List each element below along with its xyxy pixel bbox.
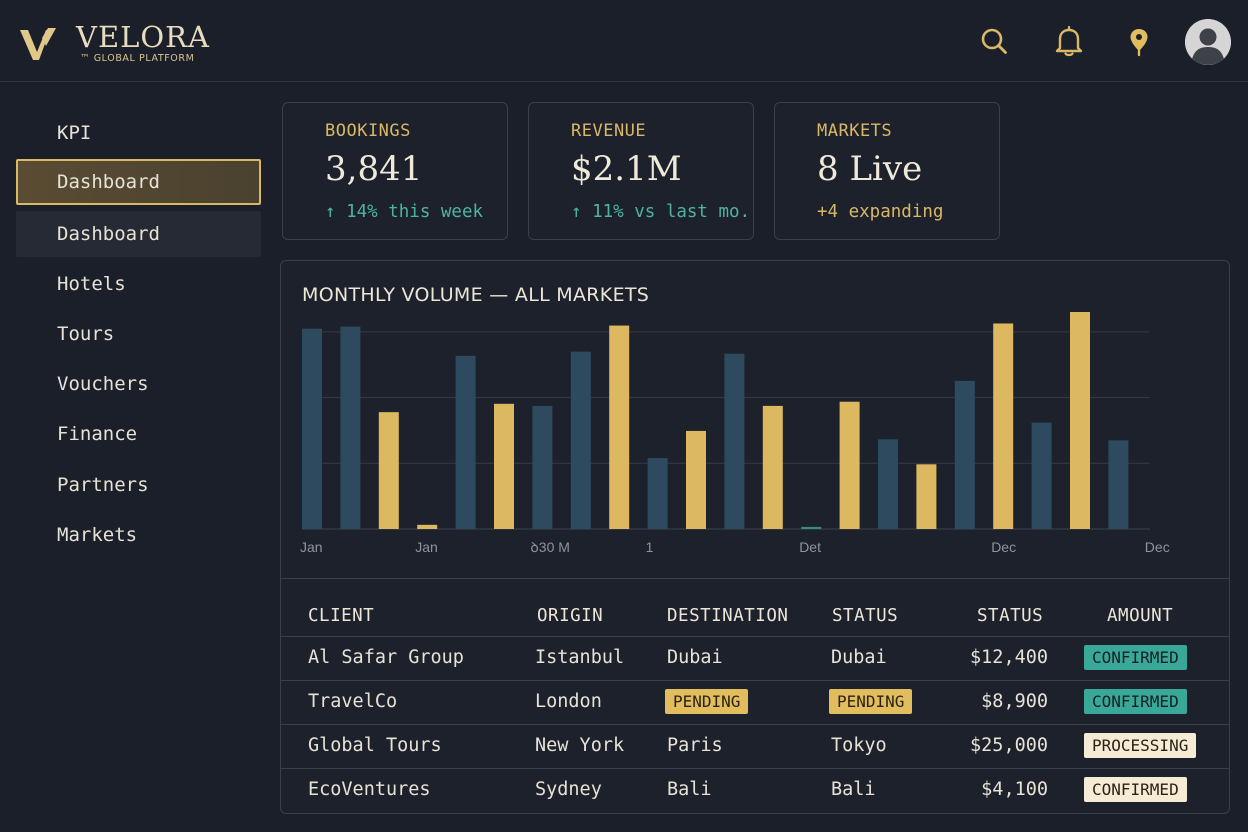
cell-origin: New York [535,735,625,756]
kpi-delta: +4 expanding [817,202,944,222]
cell-destination: Paris [667,735,723,756]
cell-client: TravelCo [308,691,398,712]
chart-bar[interactable] [993,323,1014,529]
status-badge[interactable]: PROCESSING [1084,733,1197,758]
search-icon[interactable] [977,24,1011,58]
x-tick-label: 1 [646,539,654,555]
chart-bar[interactable] [532,405,553,529]
cell-amount: $12,400 [970,647,1048,668]
sidebar-section-kpi: KPI [57,122,92,144]
column-header-origin[interactable]: ORIGIN [537,606,604,626]
cell-status[interactable]: PENDING [829,689,913,714]
kpi-value: 8 Live [817,149,923,189]
sidebar-item-vouchers[interactable]: Vouchers [57,373,149,395]
chart-title: MONTHLY VOLUME — ALL MARKETS [302,284,650,306]
monthly-volume-chart: Jan Jan ꝺ30 M 1 Det Dec Dec [300,312,1170,555]
cell-origin: Sydney [535,779,602,800]
kpi-label: BOOKINGS [325,121,411,141]
column-header-amount[interactable]: AMOUNT [1107,606,1174,626]
kpi-card-markets[interactable]: MARKETS 8 Live +4 expanding [774,102,1000,240]
avatar[interactable] [1185,19,1231,65]
x-tick-label: Det [799,539,821,555]
chart-bar[interactable] [1070,312,1090,529]
row-divider [281,680,1229,681]
chart-bar[interactable] [455,355,476,529]
cell-amount: $4,100 [981,779,1048,800]
cell-destination: Dubai [667,647,723,668]
row-divider [281,636,1229,637]
kpi-label: MARKETS [817,121,893,141]
x-tick-label: Jan [300,539,323,555]
chart-bar[interactable] [340,326,361,529]
cell-client: Global Tours [308,735,442,756]
kpi-card-bookings[interactable]: BOOKINGS 3,841 ↑ 14% this week [282,102,508,240]
user-avatar-icon [1185,19,1231,65]
brand-name: VELORA [76,20,210,54]
chart-bar[interactable] [609,325,630,529]
chart-bar[interactable] [417,524,438,529]
column-header-status-2[interactable]: STATUS [977,606,1044,626]
cell-amount: $25,000 [970,735,1048,756]
kpi-value: 3,841 [325,149,423,189]
row-divider [281,768,1229,769]
sidebar-item-partners[interactable]: Partners [57,474,149,496]
sidebar-item-hotels[interactable]: Hotels [57,273,126,295]
column-header-client[interactable]: CLIENT [308,606,375,626]
top-bar: VELORA ™ GLOBAL PLATFORM [0,0,1248,82]
chart-bar[interactable] [724,353,745,529]
sidebar-item-dashboard[interactable]: Dashboard [16,211,261,257]
cell-status: Tokyo [831,735,887,756]
x-tick-label: ꝺ30 M [530,539,570,555]
sidebar-item-dashboard-active[interactable]: Dashboard [16,159,261,205]
kpi-delta: ↑ 14% this week [325,202,484,222]
x-tick-label: Dec [1145,539,1170,555]
cell-amount: $8,900 [981,691,1048,712]
chart-bar[interactable] [570,351,591,529]
cell-status: Bali [831,779,876,800]
cell-origin: Istanbul [535,647,625,668]
bell-icon[interactable] [1052,24,1086,58]
cell-destination[interactable]: PENDING [665,689,749,714]
status-badge[interactable]: CONFIRMED [1084,777,1187,802]
brand-subtitle: ™ GLOBAL PLATFORM [80,53,195,64]
status-badge[interactable]: CONFIRMED [1084,645,1187,670]
chart-bar[interactable] [378,412,399,529]
column-header-status[interactable]: STATUS [832,606,899,626]
cell-destination: Bali [667,779,712,800]
sidebar-item-tours[interactable]: Tours [57,323,115,345]
cell-client: EcoVentures [308,779,431,800]
column-header-destination[interactable]: DESTINATION [667,606,789,626]
chart-bar[interactable] [686,430,706,529]
kpi-delta: ↑ 11% vs last mo. [571,202,751,222]
chart-bar[interactable] [494,403,514,529]
velora-logo-icon[interactable] [18,24,60,64]
chart-bar[interactable] [762,405,783,529]
chart-bar[interactable] [878,439,898,529]
status-badge[interactable]: CONFIRMED [1084,689,1187,714]
x-tick-label: Jan [415,539,438,555]
kpi-card-revenue[interactable]: REVENUE $2.1M ↑ 11% vs last mo. [528,102,754,240]
chart-bar[interactable] [647,458,668,529]
sidebar-item-finance[interactable]: Finance [57,423,138,445]
chart-bar[interactable] [839,401,860,529]
row-divider [281,724,1229,725]
cell-origin: London [535,691,602,712]
panel-divider [280,578,1230,579]
cell-client: Al Safar Group [308,647,464,668]
kpi-label: REVENUE [571,121,647,141]
x-tick-label: Dec [991,539,1016,555]
sidebar-item-markets[interactable]: Markets [57,524,138,546]
chart-bar[interactable] [302,328,322,529]
chart-bar[interactable] [1108,440,1129,529]
chart-bar[interactable] [1031,422,1052,529]
chart-bar[interactable] [916,464,937,529]
location-pin-icon[interactable] [1122,24,1156,58]
chart-bar[interactable] [801,526,822,529]
cell-status: Dubai [831,647,887,668]
kpi-value: $2.1M [571,149,682,189]
chart-bar[interactable] [954,380,975,529]
